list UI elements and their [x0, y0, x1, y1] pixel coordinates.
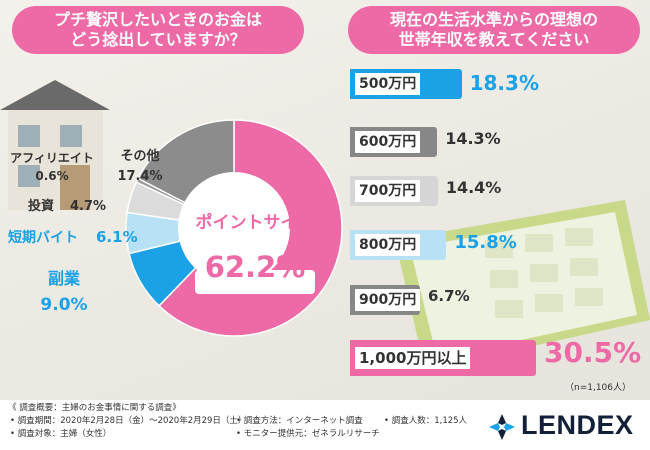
- donut-label-5: その他: [120, 148, 159, 164]
- right-title-line1: 現在の生活水準からの理想の: [389, 10, 598, 29]
- bar-label-2: 700万円: [355, 180, 421, 202]
- survey-provider: • モニター提供元：ゼネラルリサーチ: [236, 429, 380, 439]
- bar-value-5: 30.5%: [544, 336, 642, 369]
- right-chart-title: 現在の生活水準からの理想の 世帯年収を教えてください: [348, 6, 640, 54]
- survey-target: • 調査対象：主婦（女性）: [10, 429, 112, 439]
- donut-label-3: 投資: [28, 198, 54, 214]
- lendex-logo-icon: [489, 414, 515, 440]
- left-title-line1: プチ贅沢したいときのお金は: [53, 10, 262, 29]
- bar-row-3: 800万円 15.8%: [350, 230, 650, 260]
- lendex-logo-text: LENDEX: [521, 410, 634, 440]
- survey-method: • 調査方法：インターネット調査: [236, 416, 363, 426]
- bar-value-1: 14.3%: [445, 129, 501, 148]
- bar-row-5: 1,000万円以上 30.5%: [350, 336, 650, 376]
- donut-label-2: 短期バイト: [8, 229, 78, 246]
- lendex-logo: LENDEX: [487, 408, 647, 444]
- donut-value-0: 62.2%: [205, 250, 306, 284]
- donut-value-1: 9.0%: [40, 295, 87, 315]
- bar-label-0: 500万円: [355, 73, 421, 95]
- survey-period: • 調査期間：2020年2月28日（金）～2020年2月29日（土）: [10, 416, 247, 426]
- donut-value-4: 0.6%: [35, 169, 68, 183]
- calculator-illustration: [395, 200, 650, 370]
- bar-label-1: 600万円: [355, 131, 421, 153]
- bar-value-2: 14.4%: [445, 178, 502, 197]
- donut-label-1: 副業: [48, 269, 81, 288]
- donut-value-2: 6.1%: [96, 228, 138, 246]
- bar-row-2: 700万円 14.4%: [350, 176, 650, 206]
- bar-label-4: 900万円: [355, 289, 421, 311]
- donut-value-3: 4.7%: [70, 199, 106, 214]
- left-chart-title: プチ贅沢したいときのお金は どう捻出していますか？: [12, 6, 304, 54]
- bar-row-1: 600万円 14.3%: [350, 127, 650, 157]
- survey-count: • 調査人数：1,125人: [384, 416, 468, 426]
- bar-row-0: 500万円 18.3%: [350, 69, 650, 99]
- house-illustration: [0, 80, 110, 210]
- bar-label-3: 800万円: [355, 234, 421, 256]
- donut-value-5: 17.4%: [117, 169, 162, 184]
- bar-row-4: 900万円 6.7%: [350, 285, 650, 315]
- donut-label-4: アフィリエイト: [10, 151, 94, 165]
- bar-label-5: 1,000万円以上: [355, 347, 471, 369]
- bar-value-3: 15.8%: [454, 232, 517, 253]
- left-title-line2: どう捻出していますか？: [70, 30, 246, 49]
- bar-value-4: 6.7%: [428, 287, 470, 305]
- sample-size-note: （n=1,106人）: [565, 383, 632, 393]
- right-title-line2: 世帯年収を教えてください: [398, 30, 590, 49]
- bar-value-0: 18.3%: [469, 71, 539, 95]
- survey-overview: 《 調査概要：主婦のお金事情に関する調査》: [8, 403, 181, 413]
- donut-chart: ポイントサイト 62.2% 副業 9.0% 短期バイト 6.1% 投資 4.7% アフィリエイト…: [8, 119, 343, 337]
- donut-label-0: ポイントサイト: [196, 212, 315, 233]
- footer: 《 調査概要：主婦のお金事情に関する調査》 • 調査期間：2020年2月28日（…: [0, 400, 650, 450]
